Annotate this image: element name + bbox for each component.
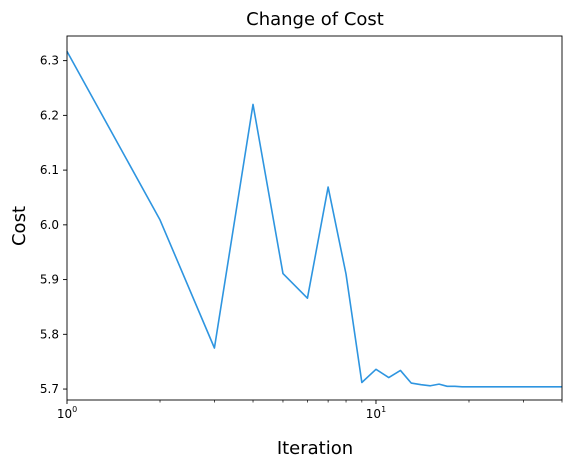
plot-frame xyxy=(66,35,563,401)
y-tick-label: 6.2 xyxy=(40,108,59,122)
y-axis-label: Cost xyxy=(9,206,30,246)
x-axis: 100 101 xyxy=(57,400,563,421)
y-tick-label: 6.0 xyxy=(40,218,59,232)
x-tick-label: 100 xyxy=(57,405,77,421)
x-axis-label: Iteration xyxy=(277,438,353,459)
x-tick-label: 101 xyxy=(366,405,386,421)
y-axis: 5.7 5.8 5.9 6.0 6.1 6.2 6.3 xyxy=(40,54,67,396)
y-tick-label: 5.7 xyxy=(40,382,59,396)
y-tick-label: 6.3 xyxy=(40,54,59,68)
plot-area xyxy=(66,35,563,401)
y-tick-label: 5.8 xyxy=(40,327,59,341)
series-line-0 xyxy=(66,50,562,388)
chart-title: Change of Cost xyxy=(246,9,384,30)
y-tick-label: 5.9 xyxy=(40,273,59,287)
y-tick-label: 6.1 xyxy=(40,163,59,177)
